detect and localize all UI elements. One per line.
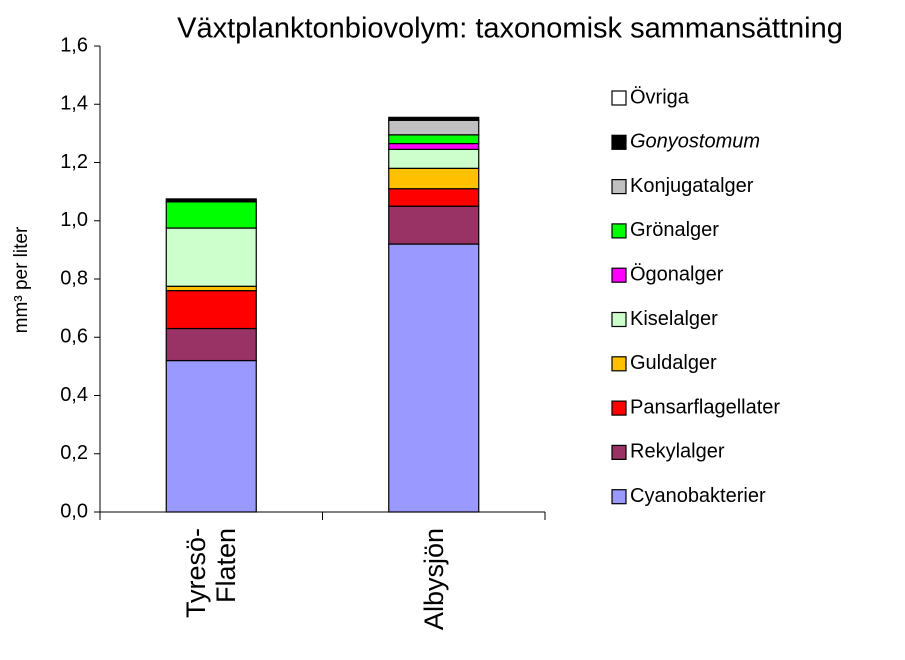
bar-segment — [165, 285, 257, 292]
bar-segment — [388, 188, 480, 207]
legend-swatch — [611, 444, 627, 460]
x-tick-label: Albysjön — [418, 528, 449, 631]
bar-segment — [165, 201, 257, 229]
y-tick-label: 0,4 — [60, 384, 88, 406]
legend-swatch — [611, 356, 627, 372]
legend-swatch — [611, 400, 627, 416]
bar-segment — [165, 327, 257, 362]
legend-swatch — [611, 179, 627, 195]
chart-title: Växtplanktonbiovolym: taxonomisk sammans… — [177, 13, 843, 45]
bar-segment — [388, 148, 480, 169]
bar-segment — [165, 359, 257, 513]
bar-segment — [165, 290, 257, 330]
y-tick-label: 0,0 — [60, 500, 88, 522]
y-tick-label: 1,6 — [60, 34, 88, 56]
bar-segment — [165, 227, 257, 287]
bar-segment — [388, 142, 480, 150]
bar-segment — [388, 243, 480, 513]
legend-swatch — [611, 311, 627, 328]
legend-label: Övriga — [630, 86, 690, 108]
legend-label: Konjugatalger — [630, 175, 754, 197]
bar-segment — [388, 134, 480, 145]
bar-segment — [388, 205, 480, 245]
bar-segment — [388, 116, 480, 121]
legend-swatch — [611, 267, 627, 283]
legend-label: Ögonalger — [630, 263, 724, 285]
legend-label: Grönalger — [630, 219, 719, 241]
legend-swatch — [611, 489, 627, 505]
x-tick-label: Tyresö- Flaten — [181, 528, 242, 619]
legend-label: Gonyostomum — [630, 131, 760, 153]
y-axis-label: mm³ per liter — [11, 226, 32, 333]
legend-label: Kiselalger — [630, 308, 718, 330]
y-tick-label: 0,8 — [60, 267, 88, 289]
legend-label: Rekylalger — [630, 441, 725, 463]
bar-segment — [388, 167, 480, 190]
y-tick-label: 0,2 — [60, 442, 88, 464]
legend-swatch — [611, 90, 627, 106]
y-tick-label: 1,2 — [60, 151, 88, 173]
legend-swatch — [611, 134, 627, 150]
bar-segment — [165, 198, 257, 203]
legend-label: Guldalger — [630, 352, 717, 374]
legend-label: Pansarflagellater — [630, 396, 780, 418]
y-tick-label: 1,0 — [60, 209, 88, 231]
y-tick-label: 1,4 — [60, 93, 88, 115]
bar-segment — [388, 119, 480, 136]
y-tick-label: 0,6 — [60, 326, 88, 348]
legend-label: Cyanobakterier — [630, 485, 766, 507]
legend-swatch — [611, 223, 627, 239]
